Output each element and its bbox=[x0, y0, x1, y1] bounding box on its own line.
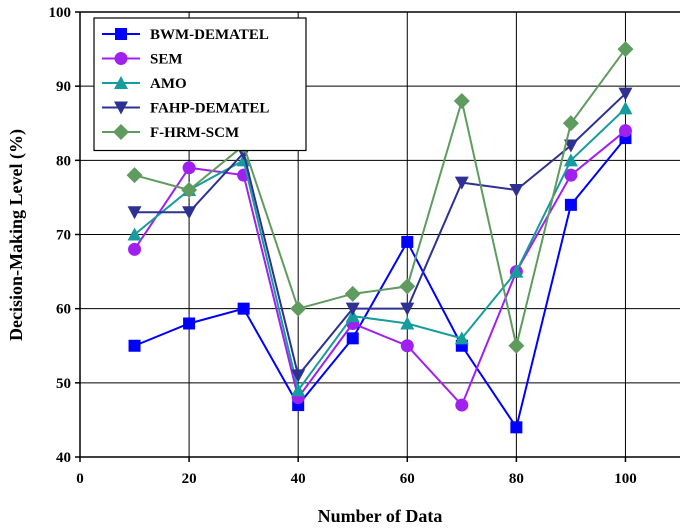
series-2-point-10 bbox=[618, 124, 632, 138]
tick-labels: 0 20 40 60 80 100 40 50 60 70 80 90 100 bbox=[49, 5, 637, 487]
series-5-point-2 bbox=[181, 182, 198, 198]
series-5-point-7 bbox=[453, 93, 470, 109]
legend-marker-1 bbox=[115, 28, 127, 40]
series-4-point-9 bbox=[563, 139, 578, 153]
x-tick-label-20: 20 bbox=[182, 471, 197, 487]
y-tick-label-100: 100 bbox=[49, 5, 72, 21]
series-2-point-9 bbox=[564, 168, 578, 182]
y-tick-label-70: 70 bbox=[56, 228, 71, 244]
series-4-point-4 bbox=[291, 369, 306, 383]
series-3-point-1 bbox=[127, 227, 142, 241]
series-1-point-8 bbox=[510, 421, 523, 434]
series-2-line bbox=[133, 129, 627, 407]
series-4-point-7 bbox=[454, 176, 469, 190]
series-4-point-5 bbox=[345, 302, 360, 316]
series-1-point-1 bbox=[128, 339, 141, 352]
x-tick-label-40: 40 bbox=[291, 471, 306, 487]
series-3-point-9 bbox=[563, 153, 578, 167]
series-1-point-9 bbox=[564, 198, 577, 211]
series-5-point-9 bbox=[562, 115, 579, 132]
series-2 bbox=[128, 124, 632, 412]
series-5-point-4 bbox=[290, 300, 307, 317]
series-3-point-7 bbox=[454, 331, 469, 345]
x-tick-label-60: 60 bbox=[400, 471, 415, 487]
y-tick-label-40: 40 bbox=[56, 450, 71, 466]
series-2-point-2 bbox=[182, 161, 196, 175]
series-5-point-5 bbox=[344, 285, 361, 302]
legend-label-4: FAHP-DEMATEL bbox=[150, 101, 269, 117]
legend-box bbox=[93, 17, 307, 152]
series-4-point-2 bbox=[182, 206, 197, 220]
legend-marker-4 bbox=[114, 101, 128, 115]
series-3-point-8 bbox=[509, 264, 524, 278]
series-3-point-6 bbox=[400, 316, 415, 330]
series-3-point-10 bbox=[618, 101, 633, 115]
series-1 bbox=[128, 132, 632, 434]
legend-marker-3 bbox=[114, 76, 128, 89]
series-4-line bbox=[134, 92, 627, 378]
legend-marker-2 bbox=[114, 52, 128, 65]
legend-label-1: BWM-DEMATEL bbox=[150, 27, 269, 43]
series-4-point-1 bbox=[127, 206, 142, 220]
x-tick-label-100: 100 bbox=[614, 471, 637, 487]
y-tick-label-50: 50 bbox=[56, 376, 71, 392]
series-1-point-3 bbox=[237, 302, 250, 315]
series-5-point-1 bbox=[126, 167, 143, 184]
legend-label-2: SEM bbox=[150, 52, 183, 68]
series-1-point-5 bbox=[346, 332, 359, 345]
legend-label-5: F-HRM-SCM bbox=[150, 125, 239, 141]
series-5-point-6 bbox=[399, 278, 416, 295]
x-tick-label-80: 80 bbox=[509, 471, 524, 487]
y-tick-label-80: 80 bbox=[56, 153, 71, 169]
legend-marker-5 bbox=[113, 124, 129, 140]
series-2-point-6 bbox=[400, 339, 414, 353]
series-4-point-10 bbox=[618, 87, 633, 101]
y-tick-label-60: 60 bbox=[56, 302, 71, 318]
series-5-point-8 bbox=[508, 337, 525, 354]
series-4-point-6 bbox=[400, 302, 415, 316]
x-tick-label-0: 0 bbox=[76, 471, 84, 487]
legend: BWM-DEMATEL SEM AMO FAHP-DEMATEL F-HRM-SCM bbox=[93, 17, 307, 152]
series-1-point-2 bbox=[183, 317, 196, 330]
series-2-point-7 bbox=[455, 398, 469, 412]
y-axis-title: Decision-Making Level (%) bbox=[6, 129, 27, 341]
series-5-line bbox=[134, 48, 627, 346]
x-axis-title: Number of Data bbox=[318, 506, 443, 526]
series-1-point-6 bbox=[401, 235, 414, 248]
series-1-line bbox=[134, 137, 627, 430]
series-4-point-8 bbox=[509, 184, 524, 197]
y-tick-label-90: 90 bbox=[56, 79, 71, 95]
series-5-point-10 bbox=[617, 41, 634, 58]
series-2-point-1 bbox=[128, 242, 142, 256]
legend-label-3: AMO bbox=[150, 76, 187, 92]
series-3-line bbox=[133, 107, 627, 393]
series-3-point-4 bbox=[291, 383, 306, 397]
